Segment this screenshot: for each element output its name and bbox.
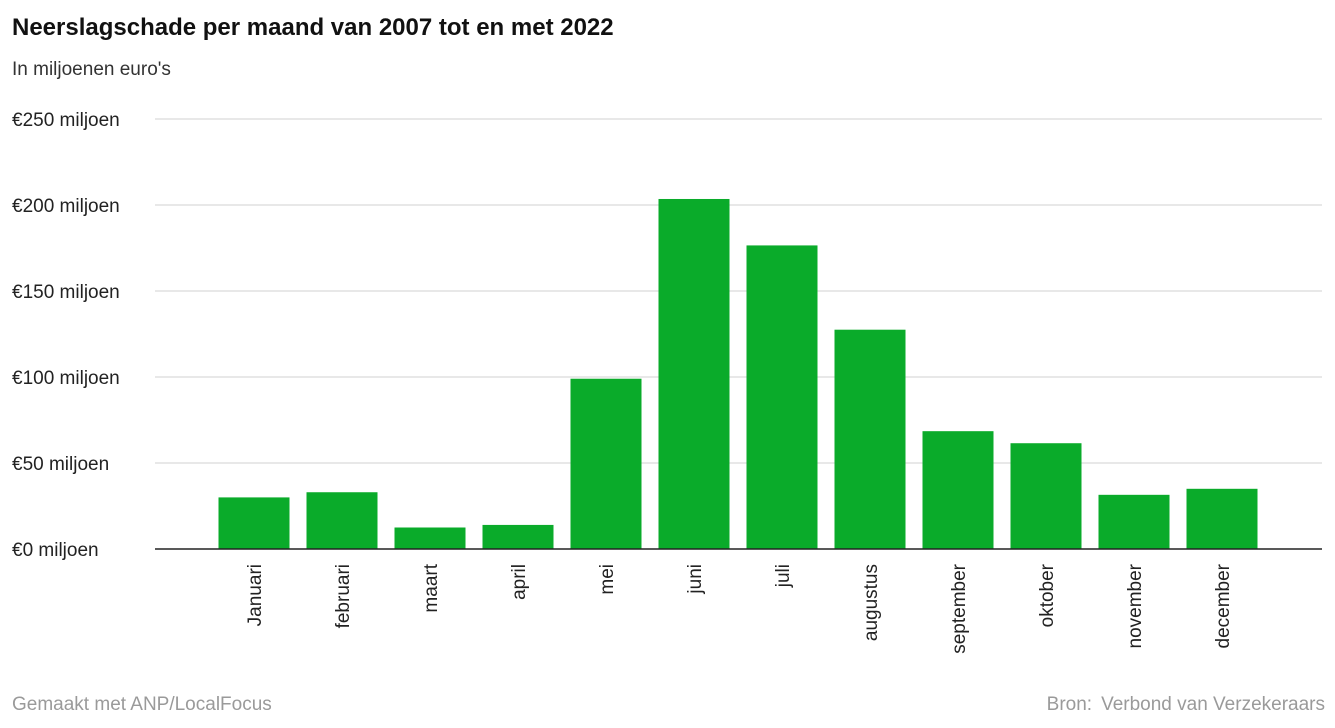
x-tick-label: september xyxy=(949,563,970,653)
x-tick-label: februari xyxy=(333,564,354,628)
x-tick-label: Januari xyxy=(245,564,266,626)
bar xyxy=(746,245,818,550)
y-tick-label: €200 miljoen xyxy=(12,196,120,217)
bar xyxy=(306,492,378,549)
x-tick-label: november xyxy=(1125,563,1146,648)
source-credit: Bron: Verbond van Verzekeraars xyxy=(1047,694,1325,716)
x-tick-label: mei xyxy=(597,564,618,595)
made-with-credit: Gemaakt met ANP/LocalFocus xyxy=(12,694,272,715)
bar-chart: €0 miljoen €50 miljoen €100 miljoen €150 mi… xyxy=(12,110,1322,654)
source-name: Verbond van Verzekeraars xyxy=(1101,694,1325,715)
bar xyxy=(394,527,466,549)
y-tick-label: €0 miljoen xyxy=(12,540,99,561)
bar xyxy=(834,329,906,549)
x-tick-label: juli xyxy=(773,564,794,588)
bar xyxy=(218,497,290,549)
bar xyxy=(1186,488,1258,549)
bar xyxy=(482,524,554,549)
bar xyxy=(922,431,994,549)
bar xyxy=(658,198,730,550)
chart-title: Neerslagschade per maand van 2007 tot en… xyxy=(12,14,614,41)
x-tick-label: augustus xyxy=(861,564,882,641)
chart-subtitle: In miljoenen euro's xyxy=(12,59,171,80)
bar xyxy=(570,378,642,549)
x-tick-label: juni xyxy=(685,564,706,595)
y-tick-label: €250 miljoen xyxy=(12,110,120,131)
x-tick-label: april xyxy=(509,564,530,600)
source-label: Bron: xyxy=(1046,694,1093,715)
x-tick-label: oktober xyxy=(1037,563,1058,627)
y-tick-label: €150 miljoen xyxy=(12,282,120,303)
bar xyxy=(1010,443,1082,549)
y-tick-label: €100 miljoen xyxy=(12,368,120,389)
x-tick-label: maart xyxy=(421,563,442,612)
y-tick-label: €50 miljoen xyxy=(12,454,109,475)
x-tick-label: december xyxy=(1213,563,1234,648)
bar xyxy=(1098,494,1170,549)
